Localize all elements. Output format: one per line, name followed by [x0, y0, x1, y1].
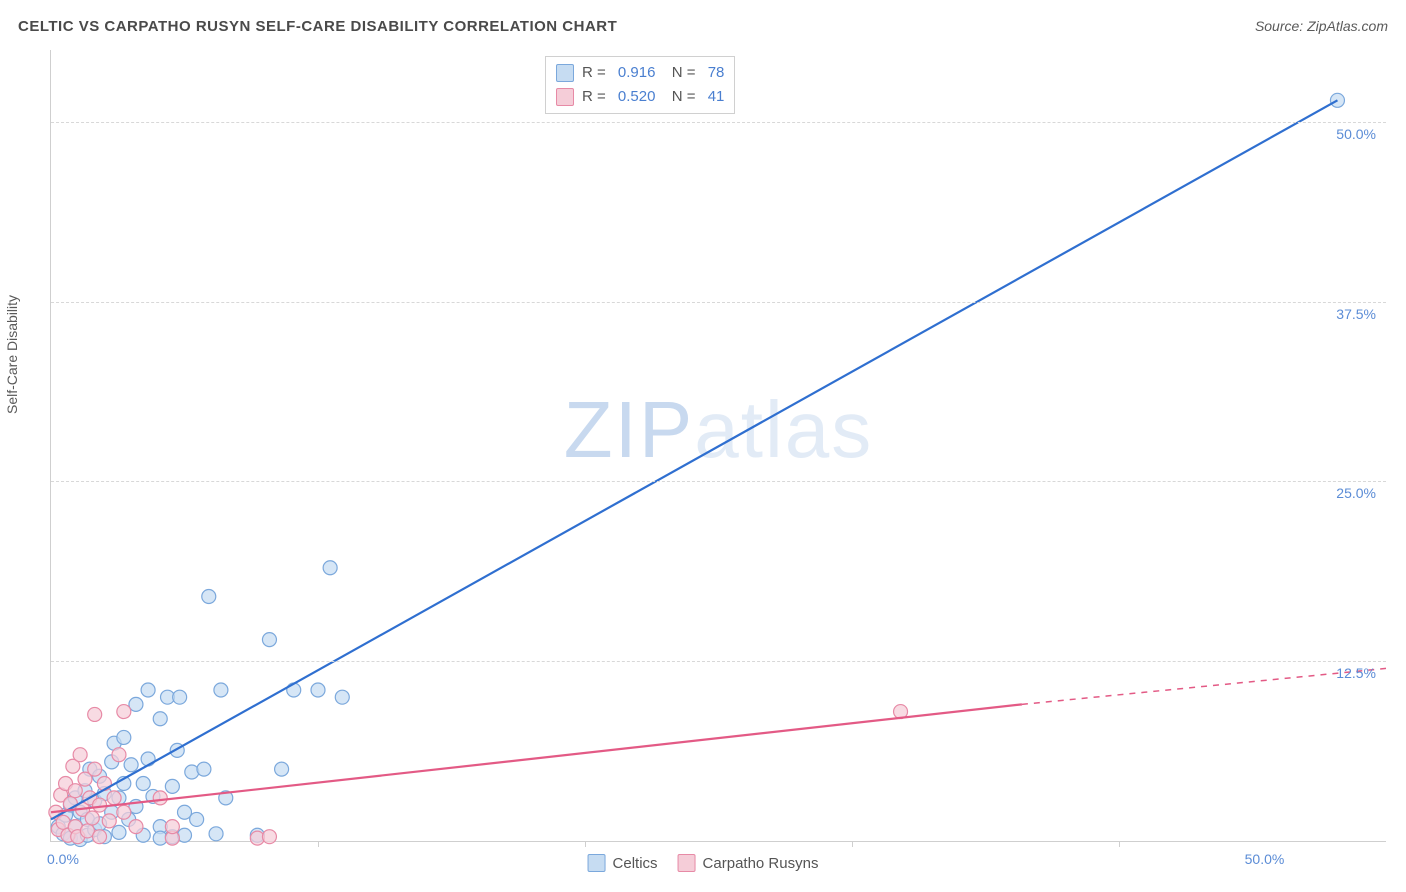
legend-n-value: 41 [708, 85, 725, 109]
xtick-label-start: 0.0% [47, 851, 79, 867]
data-point [88, 762, 102, 776]
data-point [262, 633, 276, 647]
legend-n-value: 78 [708, 61, 725, 85]
legend-swatch [556, 64, 574, 82]
data-point [117, 805, 131, 819]
data-point [209, 827, 223, 841]
ytick-label: 25.0% [1336, 485, 1376, 501]
data-point [335, 690, 349, 704]
legend-label: Carpatho Rusyns [703, 855, 819, 872]
data-point [117, 730, 131, 744]
xtick-mark [852, 841, 853, 847]
ytick-label: 37.5% [1336, 306, 1376, 322]
legend-bottom: Celtics Carpatho Rusyns [588, 854, 819, 872]
data-point [124, 758, 138, 772]
legend-label: Celtics [613, 855, 658, 872]
chart-svg [51, 50, 1386, 841]
legend-r-value: 0.916 [618, 61, 656, 85]
data-point [323, 561, 337, 575]
legend-swatch [556, 88, 574, 106]
data-point [275, 762, 289, 776]
data-point [93, 830, 107, 844]
legend-swatch [678, 854, 696, 872]
gridline [51, 302, 1386, 303]
gridline [51, 661, 1386, 662]
data-point [173, 690, 187, 704]
data-point [88, 707, 102, 721]
data-point [136, 776, 150, 790]
regression-line-dashed [1022, 668, 1386, 704]
data-point [102, 814, 116, 828]
data-point [141, 683, 155, 697]
data-point [287, 683, 301, 697]
ytick-label: 50.0% [1336, 126, 1376, 142]
legend-r-label: R = [582, 85, 610, 109]
legend-r-label: R = [582, 61, 610, 85]
legend-n-label: N = [663, 85, 699, 109]
legend-n-label: N = [663, 61, 699, 85]
xtick-mark [585, 841, 586, 847]
data-point [73, 748, 87, 762]
data-point [153, 791, 167, 805]
data-point [129, 820, 143, 834]
legend-stats-row: R = 0.520 N = 41 [556, 85, 724, 109]
legend-item: Celtics [588, 854, 658, 872]
data-point [112, 748, 126, 762]
legend-r-value: 0.520 [618, 85, 656, 109]
data-point [68, 784, 82, 798]
data-point [165, 820, 179, 834]
xtick-label-end: 50.0% [1245, 851, 1285, 867]
data-point [262, 830, 276, 844]
xtick-mark [318, 841, 319, 847]
xtick-mark [1119, 841, 1120, 847]
source-label: Source: ZipAtlas.com [1255, 18, 1388, 34]
data-point [117, 705, 131, 719]
legend-swatch [588, 854, 606, 872]
data-point [93, 798, 107, 812]
regression-line [51, 100, 1337, 819]
data-point [197, 762, 211, 776]
data-point [85, 811, 99, 825]
legend-stats-row: R = 0.916 N = 78 [556, 61, 724, 85]
legend-item: Carpatho Rusyns [678, 854, 819, 872]
data-point [153, 712, 167, 726]
data-point [112, 825, 126, 839]
chart-title: CELTIC VS CARPATHO RUSYN SELF-CARE DISAB… [18, 18, 617, 35]
ytick-label: 12.5% [1336, 665, 1376, 681]
data-point [107, 791, 121, 805]
y-axis-label: Self-Care Disability [4, 295, 20, 414]
data-point [214, 683, 228, 697]
data-point [190, 812, 204, 826]
data-point [165, 779, 179, 793]
legend-stats-box: R = 0.916 N = 78R = 0.520 N = 41 [545, 56, 735, 114]
data-point [202, 590, 216, 604]
regression-line [51, 704, 1022, 812]
chart-plot-area: ZIPatlas R = 0.916 N = 78R = 0.520 N = 4… [50, 50, 1386, 842]
data-point [311, 683, 325, 697]
gridline [51, 481, 1386, 482]
gridline [51, 122, 1386, 123]
